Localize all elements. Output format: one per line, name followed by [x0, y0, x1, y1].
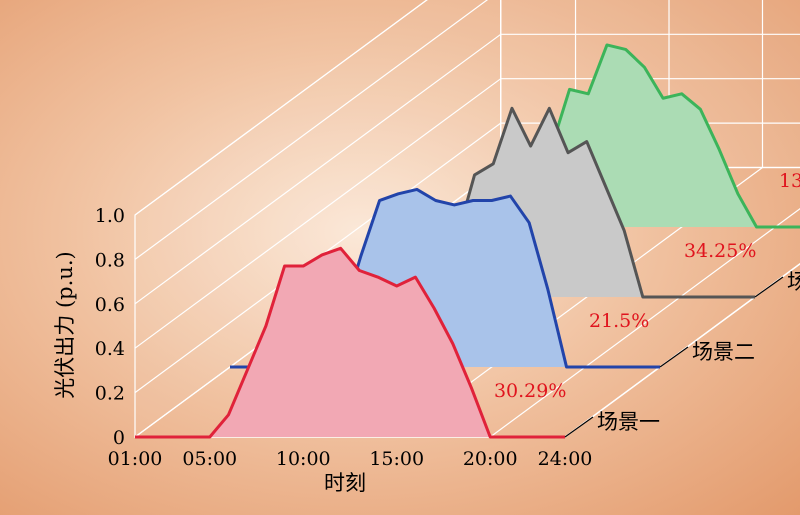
series-area-2 — [230, 189, 660, 367]
x-tick-label: 24:00 — [538, 448, 593, 470]
x-tick-label: 10:00 — [276, 448, 331, 470]
y-tick-label: 0.8 — [95, 249, 125, 271]
x-gridline-floor — [489, 207, 800, 438]
x-axis-title: 时刻 — [324, 471, 366, 495]
series-percent-label: 21.5% — [589, 310, 649, 332]
series-name-label: 场景二 — [692, 340, 755, 364]
y-tick-label: 0.6 — [95, 294, 125, 316]
series-label-leader — [564, 416, 594, 438]
y-gridline — [134, 0, 428, 216]
x-tick-label: 20:00 — [463, 448, 518, 470]
y-axis-title: 光伏出力 (p.u.) — [53, 251, 77, 398]
x-tick-label: 01:00 — [108, 448, 163, 470]
y-tick-label: 0 — [113, 427, 125, 449]
floor-right-edge — [564, 262, 800, 438]
series-area-1 — [135, 248, 565, 437]
y-gridline — [134, 33, 502, 305]
series-percent-label: 34.25% — [684, 240, 756, 262]
y-gridline — [134, 0, 489, 260]
series-line-1 — [135, 246, 565, 439]
series-name-label: 场景三 — [787, 270, 800, 294]
series-percent-label: 30.29% — [494, 380, 566, 402]
y-tick-label: 0.2 — [95, 383, 125, 405]
x-tick-label: 15:00 — [369, 448, 424, 470]
series-label-leader — [754, 276, 784, 298]
series-percent-label: 13.96% — [779, 170, 800, 192]
chart-ticks: 0 0.2 0.4 0.6 0.8 1.0 01:00 05:00 10:00 15:00 20:0… — [95, 205, 593, 470]
y-tick-label: 1.0 — [95, 205, 125, 227]
y-tick-label: 0.4 — [95, 338, 125, 360]
series-area-4 — [420, 44, 800, 227]
series-label-leader — [659, 346, 689, 368]
series-area-3 — [325, 108, 755, 297]
series-name-label: 场景一 — [597, 410, 660, 434]
y-gridline — [134, 78, 502, 349]
x-tick-label: 05:00 — [182, 448, 237, 470]
